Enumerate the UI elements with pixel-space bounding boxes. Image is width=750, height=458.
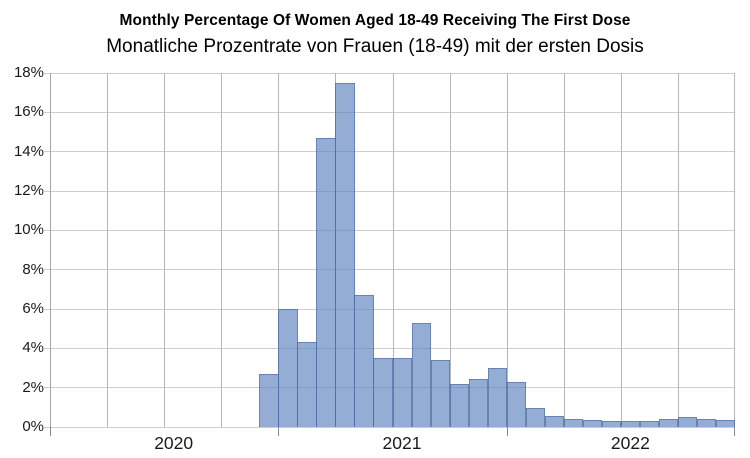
bar (316, 137, 336, 427)
bar (297, 342, 317, 427)
grid-v-line (164, 73, 166, 427)
grid-v-line (221, 73, 223, 427)
bar (563, 419, 584, 427)
bar (601, 421, 622, 427)
grid-h-line (43, 426, 735, 428)
bar (354, 295, 374, 427)
y-axis-labels: 0% 2% 4% 6% 8% 10% 12% 14% 16% 18% (0, 64, 44, 435)
bar (620, 421, 641, 427)
grid-v-line (734, 73, 735, 427)
bar (658, 419, 679, 427)
grid-h-line (43, 308, 735, 310)
y-axis-label: 14% (13, 142, 44, 160)
grid-v-line (50, 73, 51, 427)
plot-area (43, 72, 736, 428)
y-axis-label: 6% (22, 300, 44, 317)
bar (677, 417, 698, 427)
y-axis-label: 8% (22, 260, 44, 278)
y-axis-label: 4% (22, 339, 44, 357)
bar (411, 322, 432, 427)
bar (392, 358, 413, 427)
grid-v-line (506, 73, 508, 427)
bar (487, 368, 508, 427)
bar (582, 420, 603, 427)
bar (715, 420, 736, 427)
bar (278, 309, 298, 427)
grid-h-line (43, 269, 735, 271)
year-tick (50, 427, 51, 436)
grid-h-line (43, 190, 735, 192)
grid-h-line (43, 72, 735, 74)
chart-subtitle: Monatliche Prozentrate von Frauen (18-49… (106, 36, 644, 57)
bar (335, 82, 355, 427)
bar (449, 383, 470, 427)
x-axis-year-label: 2020 (154, 433, 194, 453)
year-tick (278, 427, 280, 436)
y-axis-label: 0% (22, 418, 44, 435)
grid-v-line (677, 73, 679, 427)
bar (544, 416, 565, 427)
grid-h-line (43, 229, 735, 231)
x-axis-year-label: 2021 (382, 433, 422, 453)
bar (430, 360, 451, 427)
grid-v-line (392, 73, 394, 427)
bar (259, 373, 279, 427)
grid-v-line (563, 73, 565, 427)
x-axis-labels: 2020 2021 2022 (50, 427, 736, 457)
grid-v-line (107, 73, 109, 427)
bar (468, 378, 489, 427)
y-axis-label: 2% (22, 378, 44, 396)
y-axis-label: 10% (13, 221, 44, 239)
y-axis-label: 12% (13, 182, 44, 199)
y-axis-label: 16% (13, 103, 44, 121)
bar (373, 358, 393, 427)
chart-title: Monthly Percentage Of Women Aged 18-49 R… (119, 12, 631, 29)
grid-h-line (43, 111, 735, 113)
grid-v-line (449, 73, 451, 427)
bar (696, 419, 717, 427)
y-axis-label: 18% (13, 64, 44, 81)
year-tick (506, 427, 508, 436)
grid-v-line (620, 73, 622, 427)
grid-h-line (43, 347, 735, 349)
grid-v-line (278, 73, 280, 427)
grid-h-line (43, 151, 735, 153)
bar (506, 381, 527, 427)
x-axis-year-label: 2022 (610, 433, 650, 453)
bar (525, 408, 546, 427)
year-tick (734, 427, 735, 436)
